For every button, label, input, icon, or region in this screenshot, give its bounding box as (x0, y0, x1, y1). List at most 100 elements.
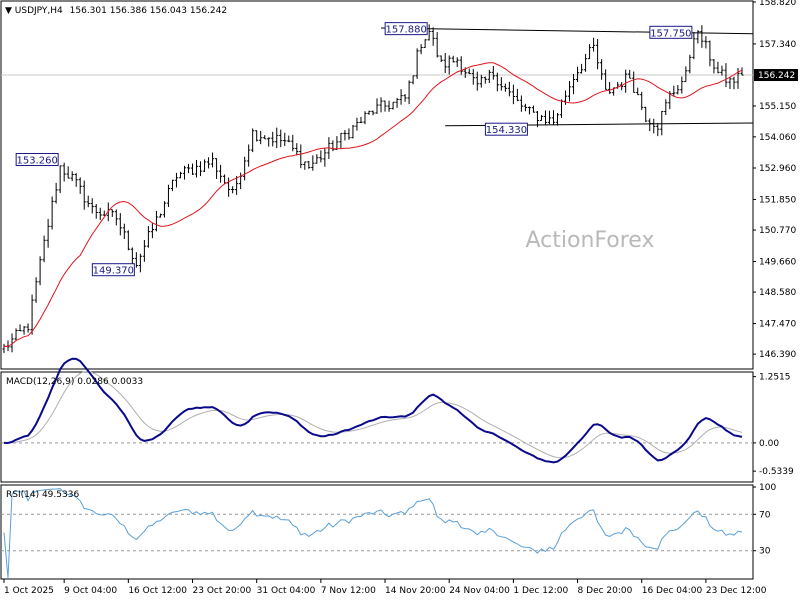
candle (728, 77, 732, 90)
candle (423, 39, 427, 48)
price-axis: 158.820 157.340 156.242 155.150 154.060 152.9… (753, 0, 798, 360)
price-tick-label: 149.660 (759, 257, 796, 267)
candle (66, 166, 70, 179)
annotation-label: 153.260 (16, 156, 57, 167)
candle (447, 55, 451, 75)
candle (459, 56, 463, 75)
rsi-panel-grid (1, 513, 753, 552)
rsi-panel-frame (0, 484, 754, 580)
candle (487, 69, 491, 84)
time-tick-label: 1 Oct 2025 (4, 586, 54, 596)
candle (608, 81, 612, 94)
candle (46, 218, 50, 248)
candle (287, 135, 291, 143)
macd-plot (3, 357, 743, 464)
candle (14, 328, 18, 341)
candle (279, 129, 283, 148)
current-price-value: 156.242 (758, 71, 795, 81)
candle (700, 25, 704, 48)
annotation-label: 157.880 (385, 25, 426, 36)
candle (295, 143, 299, 156)
candle (415, 48, 419, 79)
candle (628, 69, 632, 79)
candle (391, 101, 395, 110)
candle (351, 124, 355, 139)
candle (604, 69, 608, 90)
candle (439, 55, 443, 63)
time-tick-label: 8 Dec 20:00 (578, 586, 633, 596)
candle (567, 80, 572, 102)
candle (451, 55, 455, 63)
time-axis: 1 Oct 2025 9 Oct 04:00 16 Oct 12:00 23 Oct … (3, 579, 767, 596)
candle (640, 91, 644, 111)
candle (162, 201, 167, 218)
price-annotation: 149.370 (91, 263, 135, 277)
candle (206, 157, 211, 169)
candle (30, 294, 34, 335)
candle (491, 65, 495, 80)
candle (122, 223, 126, 239)
candle (591, 37, 596, 52)
candle (22, 326, 26, 335)
time-tick-label: 16 Oct 12:00 (128, 586, 187, 596)
candle (154, 210, 159, 232)
candle (275, 127, 279, 149)
price-tick-label: 148.580 (759, 288, 796, 298)
macd-panel-frame (0, 371, 754, 483)
rsi-tick-label: 70 (759, 510, 771, 520)
macd-tick-label: 1.2515 (759, 373, 791, 383)
candle (523, 103, 528, 112)
moving-average-plot (3, 62, 743, 348)
candle (78, 177, 82, 194)
candle (664, 99, 668, 115)
candle (10, 333, 14, 353)
price-annotation: 157.880 (384, 22, 428, 36)
instrument-label: USDJPY,H4 (15, 6, 63, 16)
candle (403, 93, 407, 102)
candle (555, 112, 560, 126)
current-price-tag: 156.242 (754, 69, 798, 82)
time-tick-label: 7 Nov 12:00 (321, 586, 376, 596)
candle (624, 69, 628, 93)
candle (198, 161, 203, 177)
rsi-line (3, 488, 743, 579)
macd-axis: 1.2515 0.00 -0.5339 (753, 373, 794, 477)
candle (331, 140, 335, 152)
candle (720, 65, 724, 76)
candle (347, 128, 351, 140)
rsi-tick-label: 100 (759, 483, 776, 493)
candle (174, 172, 179, 188)
candle (692, 32, 696, 60)
price-tick-label: 146.390 (759, 350, 796, 360)
rsi-axis: 100 70 30 (753, 483, 776, 557)
candle (407, 80, 411, 105)
candle (259, 130, 263, 145)
candle (527, 106, 532, 115)
candle (34, 277, 38, 303)
candle (519, 95, 524, 112)
candle (367, 110, 371, 115)
time-tick-label: 9 Oct 04:00 (64, 586, 117, 596)
rsi-plot (3, 488, 743, 579)
candle (547, 110, 552, 125)
price-tick-label: 158.820 (759, 0, 796, 8)
candle (387, 100, 391, 112)
candle (543, 110, 548, 125)
price-tick-label: 154.060 (759, 133, 796, 143)
candle (427, 24, 431, 41)
candle (110, 209, 114, 217)
price-plot (2, 24, 744, 354)
candle (26, 323, 30, 333)
candle (676, 84, 680, 95)
dropdown-triangle-icon: ▼ (5, 6, 12, 16)
candle (507, 81, 511, 97)
candle (50, 196, 54, 230)
candle (335, 136, 339, 150)
candle (515, 88, 519, 102)
candle (315, 154, 319, 164)
candle (375, 98, 379, 114)
candle (130, 247, 134, 266)
time-tick-label: 16 Dec 04:00 (642, 586, 703, 596)
